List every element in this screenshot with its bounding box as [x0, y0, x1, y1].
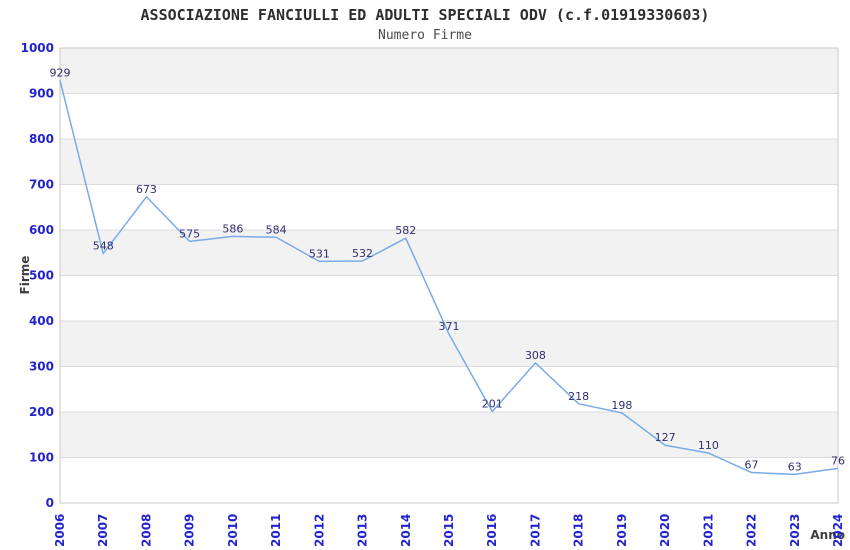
x-tick-label: 2012: [312, 514, 326, 547]
plot-band: [60, 139, 838, 185]
y-tick-label: 200: [29, 405, 54, 419]
x-tick-label: 2007: [96, 514, 110, 547]
x-tick-label: 2022: [745, 514, 759, 547]
plot-band: [60, 230, 838, 276]
y-tick-label: 0: [46, 496, 54, 510]
y-tick-label: 400: [29, 314, 54, 328]
x-tick-label: 2016: [485, 514, 499, 547]
x-tick-label: 2020: [658, 514, 672, 547]
x-tick-label: 2011: [269, 514, 283, 547]
x-tick-label: 2018: [572, 514, 586, 547]
data-label: 548: [93, 240, 114, 253]
plot-band: [60, 457, 838, 503]
plot-band: [60, 412, 838, 458]
data-label: 198: [611, 399, 632, 412]
data-label: 582: [395, 224, 416, 237]
y-tick-label: 300: [29, 360, 54, 374]
x-tick-label: 2024: [831, 514, 845, 547]
x-tick-label: 2010: [226, 514, 240, 547]
plot-band: [60, 93, 838, 139]
plot-band: [60, 184, 838, 230]
x-tick-label: 2006: [53, 514, 67, 547]
plot-band: [60, 321, 838, 367]
data-label: 575: [179, 227, 200, 240]
chart-title: ASSOCIAZIONE FANCIULLI ED ADULTI SPECIAL…: [140, 6, 710, 24]
data-label: 308: [525, 349, 546, 362]
x-tick-label: 2009: [183, 514, 197, 547]
data-label: 67: [745, 459, 759, 472]
y-tick-label: 900: [29, 87, 54, 101]
data-label: 531: [309, 247, 330, 260]
data-label: 586: [222, 222, 243, 235]
plot-band: [60, 48, 838, 94]
data-label: 584: [266, 223, 287, 236]
data-label: 673: [136, 183, 157, 196]
y-tick-label: 100: [29, 451, 54, 465]
data-label: 76: [831, 454, 845, 467]
y-tick-label: 1000: [21, 41, 54, 55]
data-label: 218: [568, 390, 589, 403]
data-label: 63: [788, 460, 802, 473]
x-axis-title: Anno: [810, 528, 845, 542]
data-label: 110: [698, 439, 719, 452]
y-tick-label: 600: [29, 223, 54, 237]
y-tick-label: 500: [29, 269, 54, 283]
x-tick-label: 2021: [701, 514, 715, 547]
x-tick-label: 2023: [788, 514, 802, 547]
plot-border: [59, 47, 839, 504]
x-tick-label: 2015: [442, 514, 456, 547]
data-label: 929: [50, 66, 71, 79]
x-tick-label: 2014: [399, 514, 413, 547]
data-label: 532: [352, 247, 373, 260]
y-tick-label: 700: [29, 178, 54, 192]
data-label: 127: [655, 431, 676, 444]
chart-subtitle: Numero Firme: [378, 28, 472, 43]
plot-band: [60, 275, 838, 321]
data-line: [59, 80, 839, 476]
data-label: 201: [482, 398, 503, 411]
x-tick-label: 2017: [528, 514, 542, 547]
x-tick-label: 2013: [356, 514, 370, 547]
x-tick-label: 2019: [615, 514, 629, 547]
x-tick-label: 2008: [139, 514, 153, 547]
y-tick-label: 800: [29, 132, 54, 146]
data-label: 371: [439, 320, 460, 333]
plot-band: [60, 366, 838, 412]
